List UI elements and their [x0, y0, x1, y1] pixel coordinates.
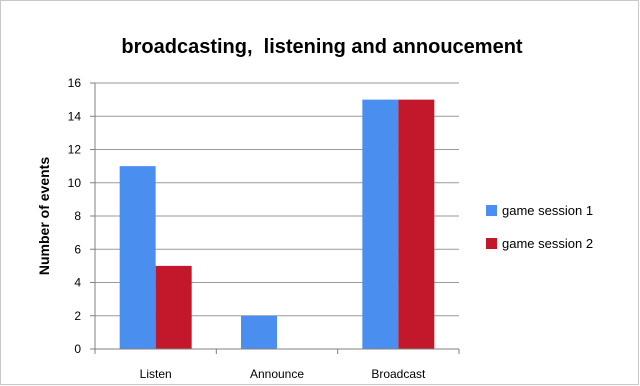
y-axis-label: Number of events [36, 157, 52, 275]
legend-swatch [486, 238, 497, 249]
chart-title: broadcasting, listening and annoucement [121, 36, 523, 58]
bar-broadcast-series-2 [398, 99, 435, 349]
legend-swatch [486, 205, 497, 216]
y-tick-label: 10 [68, 176, 82, 190]
y-tick-label: 14 [68, 109, 82, 123]
legend-label: game session 2 [502, 236, 593, 251]
x-tick-label: Broadcast [371, 367, 426, 381]
y-tick-label: 16 [68, 76, 82, 90]
y-tick-label: 6 [74, 242, 81, 256]
legend-label: game session 1 [502, 203, 593, 218]
bar-listen-series-2 [155, 265, 192, 349]
bar-listen-series-1 [119, 166, 156, 349]
bar-broadcast-series-1 [362, 99, 399, 349]
x-tick-label: Announce [250, 367, 304, 381]
axes [90, 82, 460, 354]
y-tick-label: 4 [74, 276, 81, 290]
tick-labels: 0 2 4 6 8 10 12 14 16 Listen Announce Broadcast [68, 76, 426, 381]
y-tick-label: 12 [68, 143, 82, 157]
y-tick-label: 8 [74, 209, 81, 223]
bar-announce-series-1 [241, 315, 277, 349]
y-tick-label: 0 [74, 342, 81, 356]
bars [119, 99, 435, 349]
x-tick-label: Listen [140, 367, 172, 381]
y-tick-label: 2 [74, 309, 81, 323]
legend: game session 1 game session 2 [486, 203, 593, 251]
